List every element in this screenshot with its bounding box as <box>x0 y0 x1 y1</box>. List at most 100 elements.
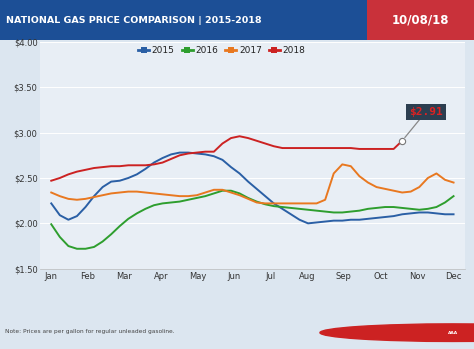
2015 <box>91 194 97 198</box>
2016 <box>82 247 88 251</box>
Text: 10/08/18: 10/08/18 <box>392 14 449 27</box>
2018 <box>382 147 388 151</box>
2018 <box>126 163 131 168</box>
2015 <box>297 218 302 222</box>
2018 <box>211 150 217 154</box>
2017 <box>65 197 71 201</box>
2018 <box>228 136 234 140</box>
2017 <box>356 174 362 178</box>
2016 <box>425 207 431 211</box>
2017 <box>134 190 140 194</box>
2016 <box>356 209 362 213</box>
2016 <box>168 200 174 205</box>
2017 <box>374 185 379 189</box>
2015 <box>374 216 379 220</box>
2015 <box>408 211 414 215</box>
2015 <box>194 151 200 156</box>
2018 <box>339 146 345 150</box>
2017 <box>280 201 285 206</box>
2015 <box>237 171 242 176</box>
2016 <box>451 194 456 198</box>
2016 <box>48 222 54 227</box>
2017 <box>228 191 234 195</box>
2018 <box>185 151 191 156</box>
2016 <box>228 188 234 193</box>
2018 <box>202 150 208 154</box>
2018 <box>57 176 63 180</box>
Line: 2016: 2016 <box>51 191 454 249</box>
2017 <box>100 193 105 197</box>
2016 <box>160 201 165 206</box>
2017 <box>160 192 165 196</box>
2016 <box>442 200 448 205</box>
2018 <box>100 165 105 169</box>
2018 <box>254 139 260 143</box>
2017 <box>143 191 148 195</box>
2017 <box>400 191 405 195</box>
2017 <box>331 171 337 176</box>
2016 <box>143 207 148 211</box>
2018 <box>288 146 294 150</box>
2018 <box>74 170 80 174</box>
2018 <box>82 168 88 172</box>
2018 <box>297 146 302 150</box>
2017 <box>57 194 63 198</box>
2017 <box>288 201 294 206</box>
2017 <box>194 193 200 197</box>
2018 <box>134 163 140 168</box>
2015 <box>254 187 260 191</box>
2018 <box>305 146 311 150</box>
2016 <box>408 207 414 211</box>
2015 <box>202 152 208 156</box>
2015 <box>143 167 148 171</box>
2015 <box>288 212 294 216</box>
2016 <box>109 232 114 236</box>
2016 <box>374 206 379 210</box>
2016 <box>151 203 157 207</box>
2015 <box>126 176 131 180</box>
2016 <box>280 205 285 209</box>
Bar <box>0 0 367 40</box>
2016 <box>65 244 71 248</box>
2015 <box>280 207 285 211</box>
2015 <box>305 221 311 225</box>
Text: Source: AAA (GasPrices.AAA.com): Source: AAA (GasPrices.AAA.com) <box>337 329 437 334</box>
2018 <box>117 164 123 168</box>
2016 <box>57 235 63 239</box>
2016 <box>365 207 371 211</box>
Text: AAA: AAA <box>447 331 458 335</box>
2016 <box>348 209 354 214</box>
2016 <box>237 191 242 195</box>
2015 <box>314 220 319 224</box>
2017 <box>339 162 345 166</box>
Legend: 2015, 2016, 2017, 2018: 2015, 2016, 2017, 2018 <box>138 46 305 55</box>
2015 <box>322 220 328 224</box>
2017 <box>177 194 182 198</box>
2018 <box>151 162 157 166</box>
2018 <box>194 150 200 155</box>
Text: Note: Prices are per gallon for regular unleaded gasoline.: Note: Prices are per gallon for regular … <box>5 329 174 334</box>
2018 <box>348 146 354 150</box>
2016 <box>322 209 328 214</box>
2016 <box>117 224 123 228</box>
2017 <box>211 188 217 192</box>
2015 <box>100 185 105 189</box>
2016 <box>297 207 302 211</box>
2016 <box>391 205 396 209</box>
2015 <box>82 205 88 209</box>
2018 <box>65 172 71 177</box>
2016 <box>339 210 345 215</box>
2016 <box>177 200 182 204</box>
2016 <box>211 191 217 195</box>
2016 <box>91 245 97 249</box>
2017 <box>314 201 319 206</box>
2017 <box>322 198 328 202</box>
2018 <box>91 166 97 170</box>
2017 <box>48 191 54 195</box>
2017 <box>82 197 88 201</box>
2017 <box>434 171 439 176</box>
2017 <box>202 191 208 195</box>
2017 <box>417 185 422 189</box>
2017 <box>254 200 260 205</box>
2017 <box>297 201 302 206</box>
